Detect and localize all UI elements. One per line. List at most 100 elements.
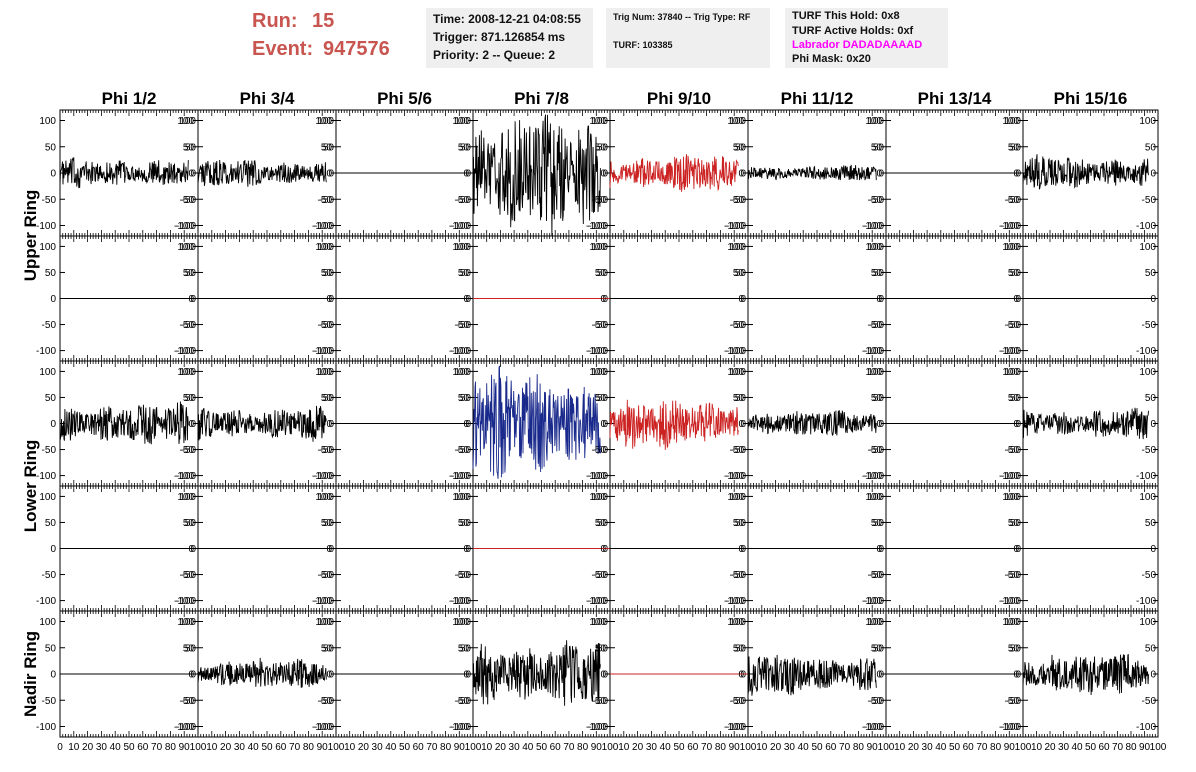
y-tick-label: 0 <box>600 670 606 681</box>
y-tick-label: 0 <box>50 670 56 681</box>
y-tick-label-right: -100 <box>176 722 196 733</box>
y-tick-label: -100 <box>862 471 882 482</box>
y-tick-label-right: -50 <box>182 195 197 206</box>
y-tick-label: 100 <box>727 617 744 628</box>
y-tick-label: 50 <box>458 643 470 654</box>
y-tick-label: 100 <box>315 492 332 503</box>
y-tick-label-right: 100 <box>1139 116 1156 127</box>
y-tick-label: 50 <box>321 643 333 654</box>
y-tick-label-right: -100 <box>451 221 471 232</box>
y-tick-label-right: 100 <box>729 116 746 127</box>
y-tick-label-right: 100 <box>317 367 334 378</box>
y-tick-label: -100 <box>862 346 882 357</box>
y-tick-label-right: 50 <box>597 643 609 654</box>
y-tick-label: -50 <box>730 195 745 206</box>
y-tick-label-right: -100 <box>314 596 334 607</box>
y-tick-label: 50 <box>45 393 57 404</box>
y-tick-label-right: -100 <box>1136 596 1156 607</box>
y-tick-label-right: 50 <box>185 142 197 153</box>
y-tick-label: 0 <box>326 294 332 305</box>
y-tick-label: -50 <box>592 570 607 581</box>
y-tick-label-right: 0 <box>1015 419 1021 430</box>
y-tick-label: -50 <box>318 696 333 707</box>
y-tick-label: -100 <box>174 346 194 357</box>
y-tick-label: 100 <box>865 116 882 127</box>
y-tick-label-right: 100 <box>179 116 196 127</box>
y-tick-label-right: 0 <box>465 670 471 681</box>
y-tick-label: 100 <box>177 492 194 503</box>
y-tick-label: -100 <box>999 471 1019 482</box>
y-tick-label: -100 <box>312 471 332 482</box>
y-tick-label-right: 100 <box>179 492 196 503</box>
y-tick-label: -100 <box>862 596 882 607</box>
y-tick-label-right: 0 <box>740 294 746 305</box>
y-tick-label-right: -100 <box>314 722 334 733</box>
y-tick-label-right: -100 <box>314 221 334 232</box>
y-tick-label: 50 <box>871 393 883 404</box>
y-tick-label: -50 <box>180 696 195 707</box>
y-tick-label: -50 <box>42 320 57 331</box>
y-tick-label-right: 50 <box>597 142 609 153</box>
y-tick-label-right: 0 <box>190 169 196 180</box>
y-tick-label: 50 <box>733 142 745 153</box>
y-tick-label: 50 <box>595 518 607 529</box>
y-tick-label: 50 <box>733 268 745 279</box>
y-tick-label-right: 50 <box>1145 268 1157 279</box>
y-tick-label-right: 0 <box>740 544 746 555</box>
y-tick-label-right: 0 <box>740 670 746 681</box>
y-tick-label: 0 <box>1013 670 1019 681</box>
y-tick-label-right: 100 <box>591 367 608 378</box>
y-tick-label-right: -50 <box>320 195 335 206</box>
y-tick-label: -100 <box>724 346 744 357</box>
y-tick-label-right: 100 <box>729 492 746 503</box>
y-tick-label-right: -50 <box>320 320 335 331</box>
y-tick-label-right: 100 <box>179 242 196 253</box>
y-tick-label: -50 <box>318 195 333 206</box>
column-header-2: Phi 3/4 <box>240 89 295 108</box>
y-tick-label-right: -100 <box>588 471 608 482</box>
y-tick-label: 0 <box>600 544 606 555</box>
y-tick-label-right: -100 <box>451 346 471 357</box>
y-tick-label: 50 <box>458 268 470 279</box>
y-tick-label: -50 <box>42 696 57 707</box>
turf-info-box: TURF This Hold: 0x8 TURF Active Holds: 0… <box>785 8 948 68</box>
y-tick-label-right: -100 <box>588 221 608 232</box>
y-tick-label-right: -50 <box>457 320 472 331</box>
waveform-trace-r2c4 <box>609 399 739 450</box>
y-tick-label: 100 <box>1002 617 1019 628</box>
y-tick-label: 100 <box>177 617 194 628</box>
y-tick-label-right: 100 <box>1004 617 1021 628</box>
y-tick-label-right: 50 <box>1145 518 1157 529</box>
y-tick-label-right: 100 <box>179 367 196 378</box>
y-tick-label: 0 <box>326 169 332 180</box>
y-tick-label: 0 <box>326 419 332 430</box>
y-tick-label: 0 <box>188 670 194 681</box>
y-tick-label-right: -100 <box>176 221 196 232</box>
y-tick-label-right: 100 <box>1139 617 1156 628</box>
y-tick-label-right: 50 <box>1145 142 1157 153</box>
y-tick-label: -50 <box>730 696 745 707</box>
y-tick-label: -50 <box>180 195 195 206</box>
y-tick-label: -100 <box>312 346 332 357</box>
y-tick-label: 0 <box>876 670 882 681</box>
y-tick-label: -100 <box>724 471 744 482</box>
y-tick-label: 50 <box>595 142 607 153</box>
y-tick-label-right: 100 <box>454 116 471 127</box>
y-tick-label-right: 0 <box>878 294 884 305</box>
y-tick-label-right: -100 <box>176 596 196 607</box>
y-tick-label: 0 <box>50 419 56 430</box>
y-tick-label-right: 0 <box>1150 544 1156 555</box>
x-tick-label: 20 <box>82 742 94 753</box>
y-tick-label-right: 100 <box>1004 116 1021 127</box>
y-tick-label: 0 <box>326 544 332 555</box>
y-tick-label: -100 <box>449 471 469 482</box>
y-tick-label: -100 <box>586 722 606 733</box>
y-tick-label-right: 0 <box>878 670 884 681</box>
y-tick-label: 100 <box>315 242 332 253</box>
y-tick-label: 100 <box>315 116 332 127</box>
y-tick-label-right: -50 <box>870 195 885 206</box>
y-tick-label-right: 50 <box>1010 142 1022 153</box>
y-tick-label-right: -50 <box>1007 320 1022 331</box>
y-tick-label-right: 50 <box>873 393 885 404</box>
y-tick-label-right: 50 <box>873 268 885 279</box>
